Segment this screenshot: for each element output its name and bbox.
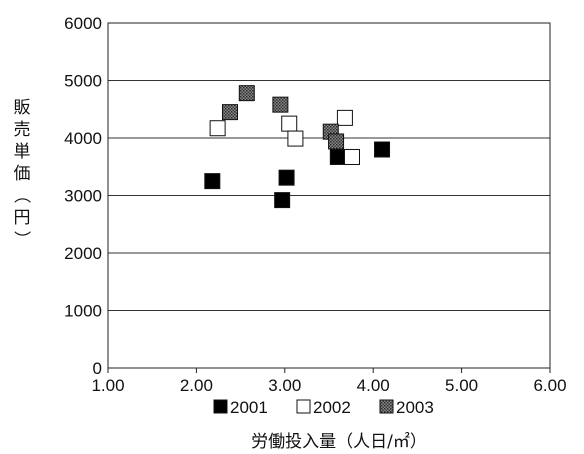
x-tick-label: 1.00 <box>91 376 124 395</box>
point-2001 <box>204 173 221 190</box>
point-2001 <box>278 169 295 186</box>
point-2001 <box>274 192 291 209</box>
point-2002 <box>336 109 353 126</box>
data-points <box>204 85 391 209</box>
point-2001 <box>329 148 346 165</box>
x-tick-label: 3.00 <box>268 376 301 395</box>
legend-label-2001: 2001 <box>230 398 268 417</box>
point-2003 <box>272 96 289 113</box>
point-2003 <box>328 133 345 150</box>
x-tick-label: 5.00 <box>445 376 478 395</box>
point-2002 <box>287 130 304 147</box>
legend-swatch-2003 <box>379 399 394 414</box>
y-tick-label: 5000 <box>64 72 102 91</box>
point-2002 <box>343 148 360 165</box>
y-tick-label: 1000 <box>64 302 102 321</box>
y-axis-label-char: ） <box>11 231 31 248</box>
y-axis-ticks: 0 1000 2000 3000 4000 5000 6000 <box>64 14 102 378</box>
x-tick-label: 6.00 <box>533 376 566 395</box>
y-axis-label-char: 単 <box>14 142 31 162</box>
y-tick-label: 3000 <box>64 187 102 206</box>
y-axis-label-char: 円 <box>14 208 31 228</box>
point-2001 <box>374 141 391 158</box>
legend-swatch-2001 <box>213 399 228 414</box>
y-axis-label-char: 売 <box>14 120 31 140</box>
y-axis-label-char: 価 <box>14 164 31 184</box>
point-2003 <box>238 85 255 102</box>
point-2003 <box>221 104 238 121</box>
y-axis-label-char: 販 <box>14 98 31 118</box>
point-2002 <box>209 120 226 137</box>
y-tick-label: 2000 <box>64 244 102 263</box>
plot-area-frame <box>107 22 551 369</box>
y-tick-label: 6000 <box>64 14 102 33</box>
legend-swatch-2002 <box>296 399 311 414</box>
legend: 2001 2002 2003 <box>213 398 434 417</box>
legend-label-2003: 2003 <box>396 398 434 417</box>
y-tick-label: 0 <box>93 359 102 378</box>
x-tick-label: 4.00 <box>357 376 390 395</box>
gridlines <box>108 80 550 311</box>
y-tick-label: 4000 <box>64 129 102 148</box>
x-tick-label: 2.00 <box>180 376 213 395</box>
y-axis-label-char: （ <box>11 187 31 204</box>
x-axis-label: 労働投入量（人日/㎡） <box>251 432 427 452</box>
legend-label-2002: 2002 <box>313 398 351 417</box>
x-axis-ticks: 1.00 2.00 3.00 4.00 5.00 6.00 <box>91 368 567 395</box>
point-2002 <box>281 115 298 132</box>
